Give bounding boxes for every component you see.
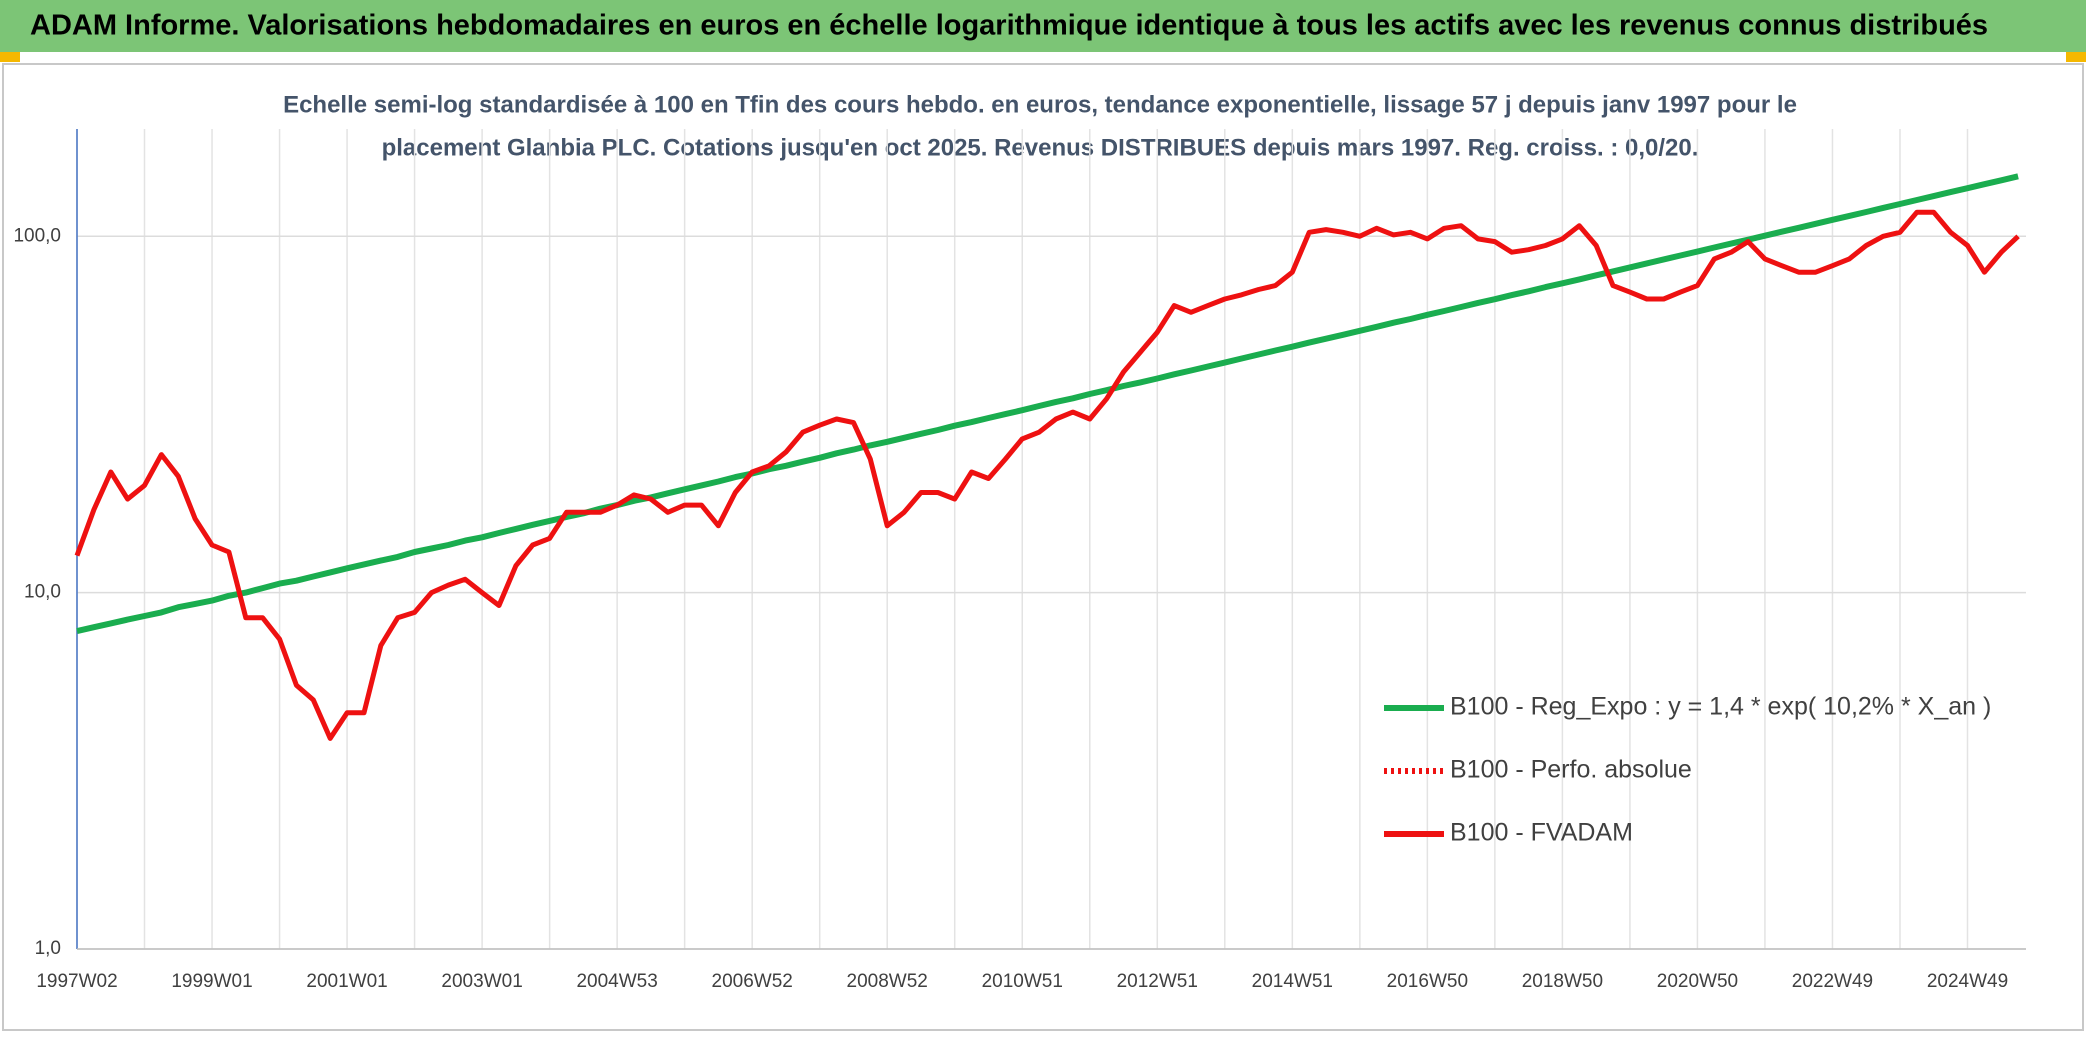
legend-label: B100 - Reg_Expo : y = 1,4 * exp( 10,2% *… <box>1450 693 1991 721</box>
x-tick-label: 2008W52 <box>847 971 928 992</box>
x-tick-label: 2020W50 <box>1657 971 1738 992</box>
x-tick-label: 2024W49 <box>1927 971 2008 992</box>
x-tick-label: 1997W02 <box>36 971 117 992</box>
x-tick-label: 2012W51 <box>1117 971 1198 992</box>
y-tick-label: 100,0 <box>13 225 61 246</box>
corner-mark <box>0 52 20 62</box>
x-tick-label: 2016W50 <box>1387 971 1468 992</box>
header-banner <box>0 0 2086 52</box>
y-tick-label: 10,0 <box>24 582 61 603</box>
legend-label: B100 - Perfo. absolue <box>1450 756 1692 784</box>
x-tick-label: 2006W52 <box>712 971 793 992</box>
x-tick-label: 2001W01 <box>306 971 387 992</box>
x-tick-label: 2014W51 <box>1252 971 1333 992</box>
y-tick-label: 1,0 <box>35 938 61 959</box>
x-tick-label: 2022W49 <box>1792 971 1873 992</box>
x-tick-label: 2004W53 <box>576 971 657 992</box>
series-line <box>74 209 2020 741</box>
chart-subtitle: placement Glanbia PLC. Cotations jusqu'e… <box>382 134 1699 161</box>
corner-mark <box>2066 52 2086 62</box>
page-title: ADAM Informe. Valorisations hebdomadaire… <box>30 10 1988 42</box>
x-tick-label: 2018W50 <box>1522 971 1603 992</box>
chart-border <box>2 63 2084 1031</box>
legend-label: B100 - FVADAM <box>1450 819 1633 847</box>
series-line <box>76 173 2019 635</box>
x-tick-label: 2003W01 <box>441 971 522 992</box>
x-tick-label: 1999W01 <box>171 971 252 992</box>
x-tick-label: 2010W51 <box>982 971 1063 992</box>
chart-subtitle: Echelle semi-log standardisée à 100 en T… <box>283 91 1797 118</box>
